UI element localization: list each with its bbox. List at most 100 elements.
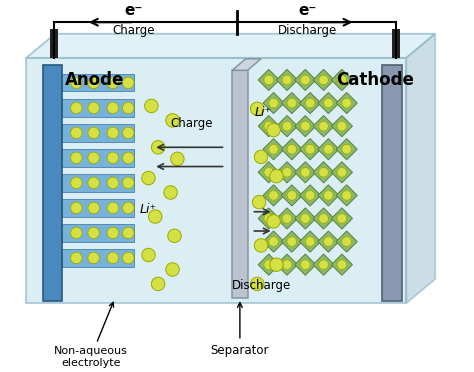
Polygon shape: [295, 162, 316, 183]
Circle shape: [269, 190, 278, 200]
Text: e⁻: e⁻: [298, 3, 317, 18]
Polygon shape: [313, 254, 334, 275]
Circle shape: [71, 77, 82, 89]
Polygon shape: [62, 199, 134, 217]
Text: Cathode: Cathode: [336, 71, 414, 89]
Polygon shape: [313, 208, 334, 229]
Circle shape: [88, 252, 100, 264]
Polygon shape: [276, 208, 298, 229]
Circle shape: [71, 177, 82, 189]
Text: Li⁺: Li⁺: [140, 203, 157, 217]
Circle shape: [71, 152, 82, 164]
Polygon shape: [62, 99, 134, 116]
Circle shape: [324, 190, 333, 200]
Polygon shape: [336, 93, 357, 113]
Circle shape: [269, 98, 278, 108]
Circle shape: [324, 237, 333, 246]
Circle shape: [267, 123, 280, 137]
Circle shape: [88, 202, 100, 214]
Circle shape: [71, 127, 82, 139]
Circle shape: [71, 102, 82, 113]
Circle shape: [282, 75, 292, 85]
Polygon shape: [331, 208, 353, 229]
Circle shape: [71, 202, 82, 214]
Polygon shape: [258, 162, 279, 183]
Polygon shape: [43, 65, 62, 301]
Polygon shape: [62, 149, 134, 167]
Polygon shape: [295, 208, 316, 229]
Polygon shape: [62, 74, 134, 92]
Polygon shape: [263, 231, 284, 252]
Polygon shape: [318, 93, 339, 113]
Circle shape: [287, 190, 297, 200]
Polygon shape: [62, 174, 134, 192]
Circle shape: [255, 239, 268, 252]
Polygon shape: [318, 139, 339, 160]
Circle shape: [122, 127, 134, 139]
Circle shape: [342, 237, 352, 246]
Circle shape: [301, 75, 310, 85]
Circle shape: [88, 177, 100, 189]
Circle shape: [107, 127, 118, 139]
Circle shape: [301, 167, 310, 177]
Circle shape: [171, 152, 184, 166]
Circle shape: [337, 75, 346, 85]
Circle shape: [142, 171, 155, 185]
Circle shape: [282, 260, 292, 269]
Polygon shape: [406, 34, 435, 303]
Polygon shape: [281, 139, 302, 160]
Text: Separator: Separator: [210, 303, 269, 356]
Polygon shape: [281, 185, 302, 206]
Circle shape: [88, 77, 100, 89]
Polygon shape: [276, 69, 298, 90]
Polygon shape: [382, 65, 401, 301]
Circle shape: [282, 214, 292, 223]
Polygon shape: [232, 59, 261, 70]
Polygon shape: [313, 69, 334, 90]
Polygon shape: [276, 162, 298, 183]
Polygon shape: [295, 69, 316, 90]
Circle shape: [305, 190, 315, 200]
Circle shape: [151, 141, 165, 154]
Circle shape: [71, 252, 82, 264]
Circle shape: [287, 144, 297, 154]
Polygon shape: [313, 162, 334, 183]
Polygon shape: [258, 208, 279, 229]
Circle shape: [342, 190, 352, 200]
Circle shape: [342, 98, 352, 108]
Polygon shape: [331, 254, 353, 275]
Polygon shape: [300, 231, 321, 252]
Circle shape: [270, 258, 283, 272]
Circle shape: [88, 102, 100, 113]
Circle shape: [282, 121, 292, 131]
Circle shape: [342, 144, 352, 154]
Circle shape: [166, 263, 179, 276]
Circle shape: [71, 227, 82, 239]
Circle shape: [148, 210, 162, 223]
Circle shape: [107, 152, 118, 164]
Circle shape: [324, 144, 333, 154]
Polygon shape: [295, 254, 316, 275]
Polygon shape: [276, 254, 298, 275]
Polygon shape: [318, 231, 339, 252]
Text: Discharge: Discharge: [278, 24, 337, 37]
Circle shape: [319, 167, 328, 177]
Polygon shape: [318, 185, 339, 206]
Circle shape: [301, 121, 310, 131]
Circle shape: [270, 169, 283, 183]
Polygon shape: [263, 139, 284, 160]
Polygon shape: [232, 70, 247, 298]
Text: Anode: Anode: [65, 71, 124, 89]
Circle shape: [252, 195, 266, 209]
Polygon shape: [62, 249, 134, 267]
Circle shape: [264, 167, 273, 177]
Circle shape: [122, 102, 134, 113]
Polygon shape: [295, 116, 316, 137]
Circle shape: [305, 237, 315, 246]
Circle shape: [122, 77, 134, 89]
Circle shape: [301, 260, 310, 269]
Circle shape: [122, 177, 134, 189]
Circle shape: [337, 121, 346, 131]
Polygon shape: [336, 139, 357, 160]
Polygon shape: [263, 93, 284, 113]
